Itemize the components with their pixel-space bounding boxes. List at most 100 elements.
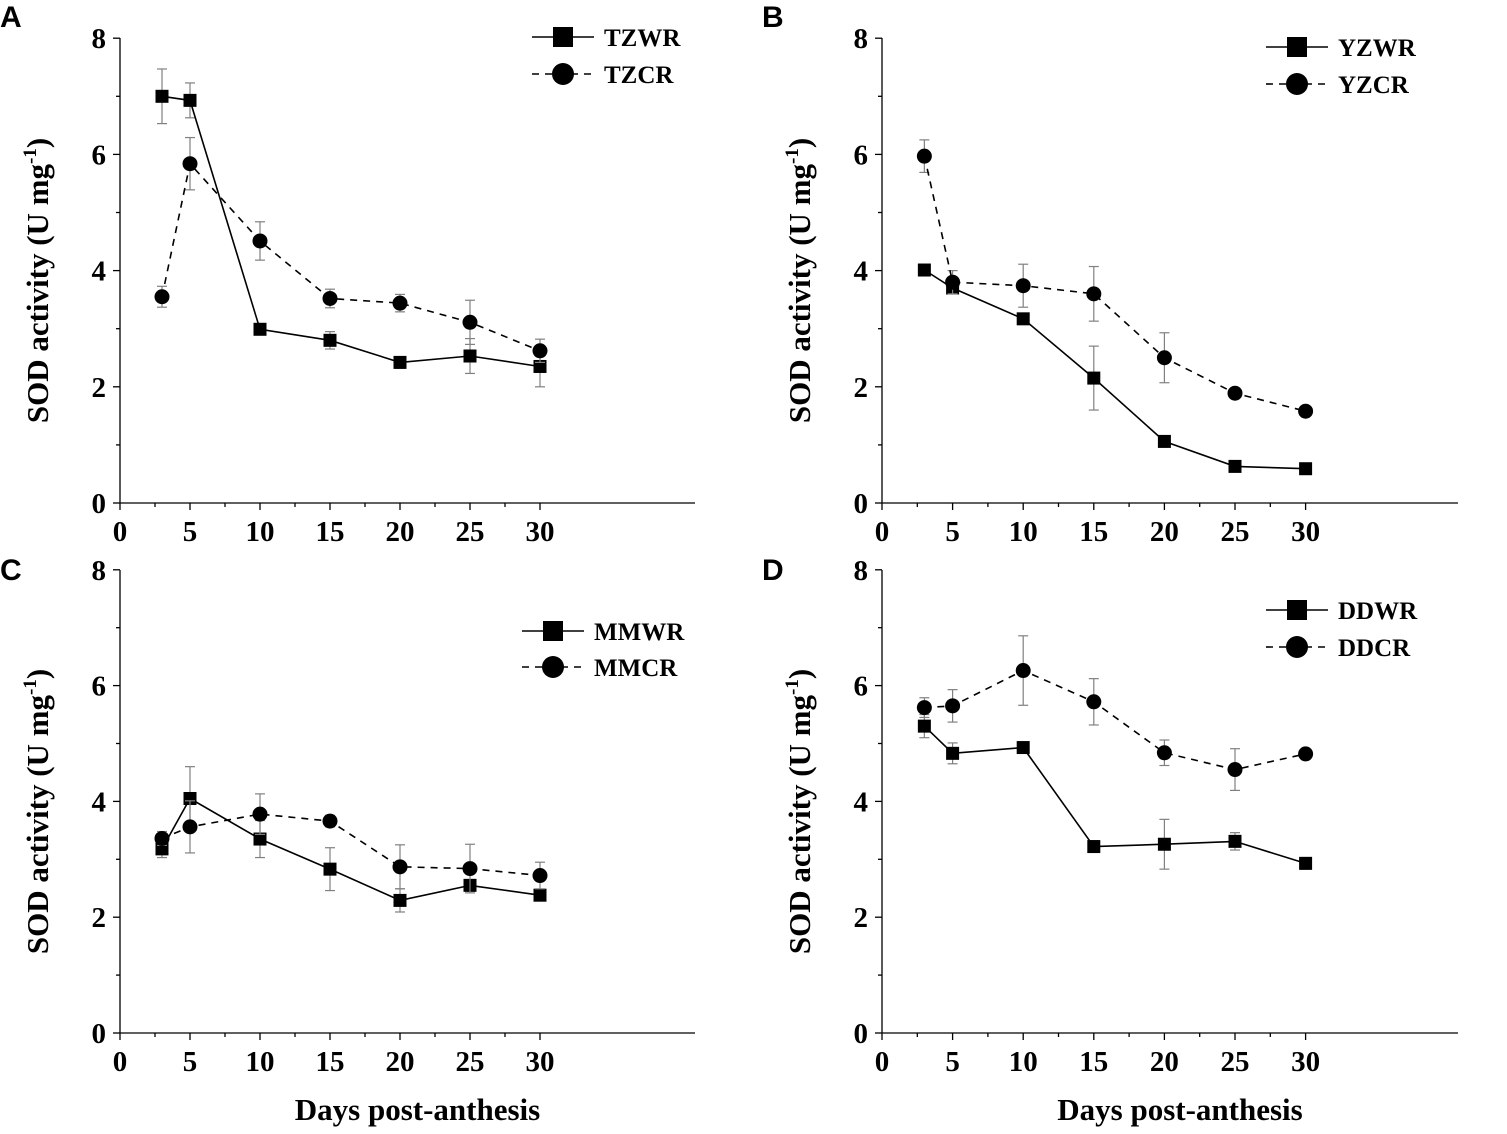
series-mmcr xyxy=(154,793,548,894)
x-tick-label: 30 xyxy=(1291,1046,1320,1078)
data-point-circle xyxy=(916,148,932,164)
y-tick-label: 8 xyxy=(854,555,869,587)
x-tick-label: 20 xyxy=(1150,1046,1179,1078)
y-tick-label: 0 xyxy=(92,1018,107,1050)
data-point-square xyxy=(1016,741,1030,755)
x-tick-label: 15 xyxy=(316,1046,345,1078)
legend-marker-square xyxy=(553,27,573,47)
y-tick-label: 0 xyxy=(92,488,107,520)
legend-marker-circle xyxy=(552,63,574,85)
series-mmwr xyxy=(155,766,547,913)
data-point-circle xyxy=(182,819,198,835)
y-axis-title-close: ) xyxy=(782,669,817,679)
data-point-circle xyxy=(392,859,408,875)
y-axis-title: SOD activity (U mg-1) xyxy=(20,138,55,423)
series-line xyxy=(923,155,1306,412)
legend-label: TZCR xyxy=(604,62,674,89)
x-tick-label: 25 xyxy=(1221,516,1250,548)
data-point-square xyxy=(323,333,337,347)
y-axis-title: SOD activity (U mg-1) xyxy=(782,138,817,423)
legend-marker-circle xyxy=(1286,636,1308,658)
x-tick-label: 20 xyxy=(386,1046,415,1078)
data-point-circle xyxy=(252,806,268,822)
x-tick-label: 30 xyxy=(526,516,555,548)
panel-b: B 0 5 10 15 20 25 30 0 2 4 6 8 SOD activity (U mg-1) Y… xyxy=(762,1,1458,548)
data-point-square xyxy=(1087,840,1101,854)
x-axis-title: Days post-anthesis xyxy=(1057,1092,1302,1127)
data-point-circle xyxy=(1156,745,1172,761)
x-tick-label: 20 xyxy=(1150,516,1179,548)
y-tick-label: 6 xyxy=(92,671,107,703)
series-tzcr xyxy=(154,136,548,363)
data-point-square xyxy=(917,263,931,277)
series-line xyxy=(161,797,541,902)
data-point-circle xyxy=(1298,746,1314,762)
legend-marker-circle xyxy=(1286,73,1308,95)
panel-letter: A xyxy=(0,1,22,34)
y-tick-label: 4 xyxy=(854,256,869,288)
series-ddwr xyxy=(917,713,1313,870)
data-point-square xyxy=(533,888,547,902)
y-axis-title-main: SOD activity (U mg xyxy=(782,164,817,424)
data-point-circle xyxy=(154,289,170,305)
x-tick-label: 5 xyxy=(183,516,198,548)
data-point-circle xyxy=(182,156,198,172)
data-point-circle xyxy=(1015,278,1031,294)
legend: MMWR MMCR xyxy=(522,619,685,682)
y-tick-label: 0 xyxy=(854,488,869,520)
y-axis-title-main: SOD activity (U mg xyxy=(20,164,55,424)
legend-label: TZWR xyxy=(604,25,681,52)
y-axis-title-unit-exponent: -1 xyxy=(20,148,41,164)
x-tick-label: 25 xyxy=(1221,1046,1250,1078)
legend-marker-square xyxy=(1287,600,1307,620)
x-axis-title: Days post-anthesis xyxy=(295,1092,540,1127)
data-point-circle xyxy=(1298,403,1314,419)
legend-label: DDCR xyxy=(1338,635,1411,662)
data-point-circle xyxy=(1086,694,1102,710)
data-point-circle xyxy=(462,861,478,877)
series-line xyxy=(161,95,541,368)
data-point-square xyxy=(917,719,931,733)
x-tick-label: 10 xyxy=(246,1046,275,1078)
y-tick-label: 8 xyxy=(92,23,107,55)
y-axis-title: SOD activity (U mg-1) xyxy=(20,669,55,954)
legend-label: MMCR xyxy=(594,655,678,682)
data-point-circle xyxy=(1015,663,1031,679)
data-point-square xyxy=(253,322,267,336)
legend-marker-square xyxy=(543,621,563,641)
y-tick-label: 6 xyxy=(854,671,869,703)
y-tick-label: 6 xyxy=(854,139,869,171)
x-tick-label: 5 xyxy=(183,1046,198,1078)
y-axis-title-unit-exponent: -1 xyxy=(782,148,803,164)
data-point-circle xyxy=(532,343,548,359)
data-point-circle xyxy=(1156,350,1172,366)
data-point-square xyxy=(1299,462,1313,476)
data-point-circle xyxy=(916,700,932,716)
y-axis-title-main: SOD activity (U mg xyxy=(782,695,817,955)
y-tick-label: 4 xyxy=(92,786,107,818)
series-yzwr xyxy=(917,263,1313,476)
data-point-square xyxy=(1299,856,1313,870)
panel-c: C 0 5 10 15 20 25 30 0 2 4 6 8 SOD activity (U mg-1) D… xyxy=(0,554,695,1127)
y-tick-label: 4 xyxy=(92,256,107,288)
panel-a: A 0 5 10 15 20 25 30 0 2 4 6 8 SOD activity (U mg-1) T… xyxy=(0,1,695,548)
data-point-square xyxy=(463,349,477,363)
data-point-square xyxy=(946,746,960,760)
panel-d: D 0 5 10 15 20 25 30 0 2 4 6 8 SOD activity (U mg-1) D… xyxy=(762,554,1458,1127)
series-line xyxy=(923,269,1306,470)
y-tick-label: 2 xyxy=(92,902,107,934)
x-tick-label: 0 xyxy=(875,1046,890,1078)
data-point-circle xyxy=(322,813,338,829)
data-point-circle xyxy=(1227,762,1243,778)
x-tick-label: 25 xyxy=(456,1046,485,1078)
y-axis-title-main: SOD activity (U mg xyxy=(20,695,55,955)
x-tick-label: 15 xyxy=(1079,1046,1108,1078)
y-axis-title-close: ) xyxy=(782,138,817,148)
legend-marker-circle xyxy=(542,656,564,678)
series-line xyxy=(924,669,1306,771)
data-point-circle xyxy=(392,295,408,311)
data-point-square xyxy=(155,89,169,103)
y-tick-label: 6 xyxy=(92,139,107,171)
panel-letter: B xyxy=(762,1,784,34)
